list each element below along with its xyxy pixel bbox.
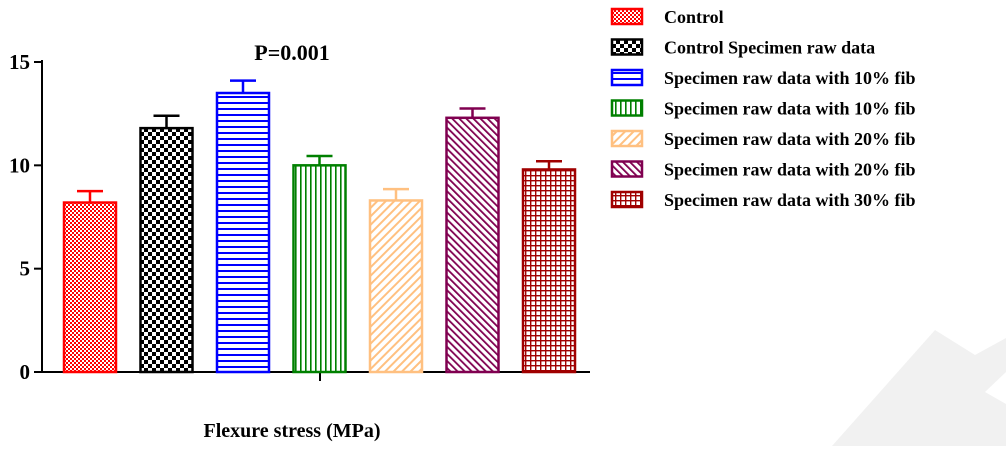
legend-swatch: [610, 129, 644, 148]
legend-label: Specimen raw data with 30% fib: [664, 190, 916, 210]
legend-swatch: [610, 190, 644, 209]
p-value-annotation: P=0.001: [254, 40, 329, 65]
legend-label: Specimen raw data with 20% fib: [664, 160, 916, 180]
bar: [368, 199, 424, 374]
legend-swatch: [610, 99, 644, 117]
bar: [445, 116, 500, 374]
bar: [139, 126, 194, 374]
legend: Control Control Specimen raw data Specimen…: [610, 7, 916, 210]
bar: [292, 164, 347, 374]
bar: [62, 201, 118, 374]
legend-label: Specimen raw data with 10% fib: [664, 68, 916, 88]
legend-swatch: [610, 7, 644, 26]
legend-swatch: [610, 38, 644, 56]
legend-swatch: [610, 68, 644, 87]
y-tick-label: 15: [9, 50, 30, 74]
y-tick-label: 10: [9, 153, 30, 177]
watermark-shape: [832, 330, 1006, 446]
watermark: [832, 330, 1006, 446]
legend-swatch: [610, 160, 644, 178]
legend-label: Specimen raw data with 10% fib: [664, 99, 916, 119]
legend-label: Control Specimen raw data: [664, 38, 875, 58]
bars: [62, 79, 577, 374]
bar: [521, 168, 577, 374]
x-axis-label: Flexure stress (MPa): [204, 420, 381, 442]
legend-label: Control: [664, 7, 724, 27]
legend-label: Specimen raw data with 20% fib: [664, 129, 916, 149]
y-tick-label: 0: [20, 360, 31, 384]
bar: [215, 91, 271, 374]
y-tick-label: 5: [20, 257, 31, 281]
